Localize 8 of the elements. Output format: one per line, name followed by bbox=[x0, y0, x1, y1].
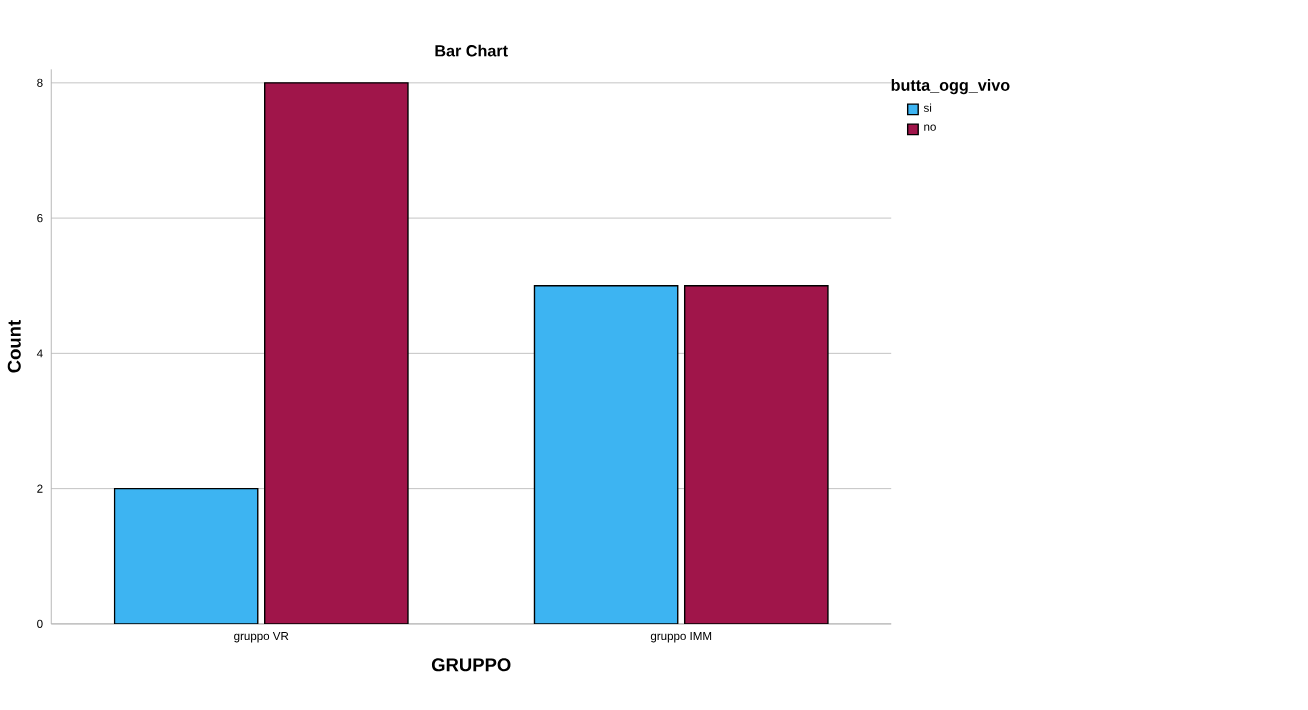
x-axis-title: GRUPPO bbox=[431, 658, 511, 672]
legend-title: butta_ogg_vivo bbox=[891, 78, 1010, 94]
bar bbox=[683, 284, 829, 624]
bar bbox=[113, 487, 259, 624]
bar bbox=[264, 81, 409, 624]
y-axis-title: Count bbox=[7, 319, 21, 373]
bar bbox=[533, 284, 679, 624]
chart-title: Bar Chart bbox=[435, 44, 508, 57]
